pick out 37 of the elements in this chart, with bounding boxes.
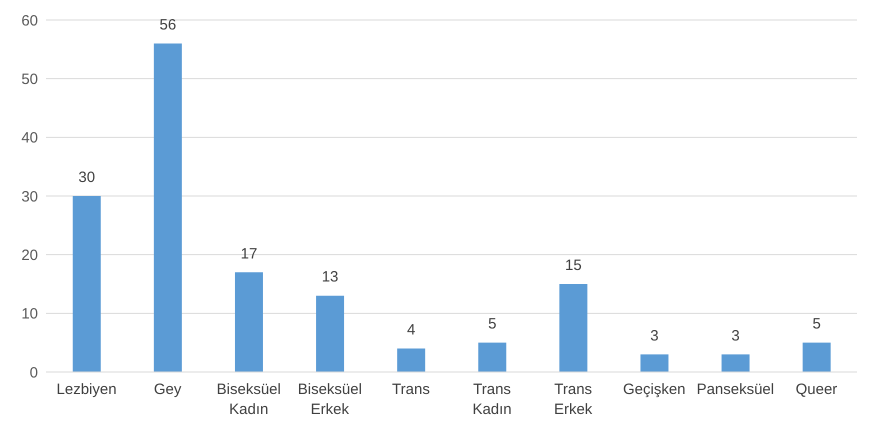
y-tick-label: 0	[30, 364, 38, 382]
bar	[559, 284, 588, 372]
x-tick-label: Trans Kadın	[472, 381, 512, 418]
data-label: 5	[812, 316, 821, 333]
bar	[316, 296, 344, 372]
y-tick-label: 40	[21, 130, 38, 147]
data-label: 5	[488, 316, 496, 333]
x-tick-label: Trans	[392, 381, 430, 398]
data-label: 17	[240, 245, 258, 262]
data-label: 4	[406, 322, 416, 339]
y-tick-label: 20	[21, 246, 38, 264]
x-tick-label: Panseksüel	[696, 381, 774, 398]
y-tick-label: 60	[21, 12, 38, 30]
x-tick-label: Lezbiyen	[56, 381, 117, 398]
x-tick-label: Biseksüel Erkek	[298, 381, 362, 418]
data-label: 15	[565, 257, 582, 274]
data-label: 30	[78, 169, 96, 186]
data-label: 13	[322, 268, 338, 286]
x-tick-label: Trans Erkek	[554, 381, 593, 418]
bar	[72, 196, 101, 372]
data-label: 56	[160, 16, 176, 34]
bar	[478, 342, 506, 372]
bar	[397, 348, 426, 372]
x-tick-label: Queer	[796, 381, 838, 398]
y-tick-label: 10	[21, 306, 38, 323]
x-tick-label: Gey	[154, 381, 182, 398]
y-tick-label: 50	[21, 70, 38, 88]
bar	[802, 342, 831, 372]
y-tick-label: 30	[21, 188, 38, 206]
data-label: 3	[650, 327, 659, 344]
x-tick-label: Geçişken	[622, 381, 686, 398]
x-tick-label: Biseksüel Kadın	[216, 381, 281, 418]
bar	[722, 354, 750, 372]
bar	[154, 43, 182, 372]
data-label: 3	[731, 327, 740, 344]
bar	[640, 354, 668, 372]
bar	[234, 272, 263, 372]
